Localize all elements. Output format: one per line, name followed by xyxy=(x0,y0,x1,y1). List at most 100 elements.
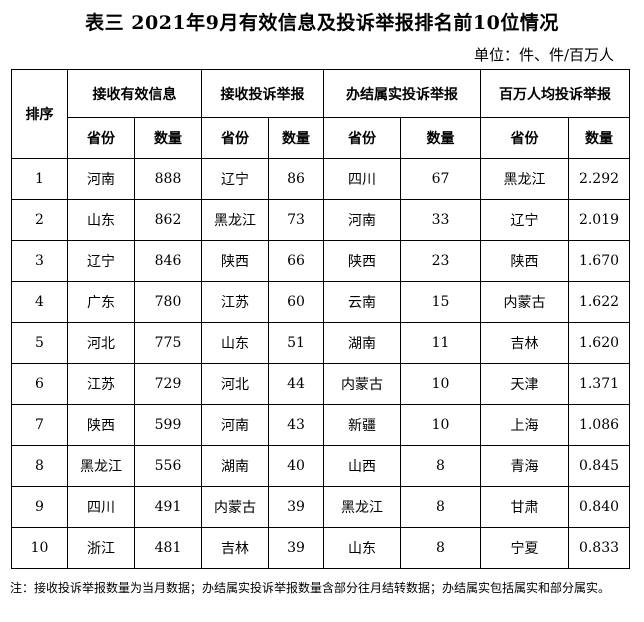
header-group-valid-info: 接收有效信息 xyxy=(67,69,202,118)
province-cell: 河南 xyxy=(323,199,401,241)
province-cell: 浙江 xyxy=(67,527,135,569)
province-cell: 宁夏 xyxy=(480,527,569,569)
rank-cell: 7 xyxy=(11,404,68,446)
count-cell: 2.292 xyxy=(568,158,630,200)
count-cell: 2.019 xyxy=(568,199,630,241)
table-title: 表三 2021年9月有效信息及投诉举报排名前10位情况 xyxy=(85,12,559,34)
province-cell: 陕西 xyxy=(201,240,269,282)
rank-cell: 6 xyxy=(11,363,68,405)
count-cell: 729 xyxy=(134,363,202,405)
count-cell: 862 xyxy=(134,199,202,241)
header-province: 省份 xyxy=(480,117,569,159)
table-row: 9 四川 491 内蒙古 39 黑龙江 8 甘肃 0.840 xyxy=(11,486,630,528)
province-cell: 湖南 xyxy=(201,445,269,487)
province-cell: 江苏 xyxy=(67,363,135,405)
province-cell: 甘肃 xyxy=(480,486,569,528)
count-cell: 23 xyxy=(400,240,481,282)
count-cell: 60 xyxy=(268,281,324,323)
province-cell: 上海 xyxy=(480,404,569,446)
province-cell: 广东 xyxy=(67,281,135,323)
table-row: 6 江苏 729 河北 44 内蒙古 10 天津 1.371 xyxy=(11,363,630,405)
header-count: 数量 xyxy=(400,117,481,159)
count-cell: 556 xyxy=(134,445,202,487)
ranking-table: 排序 接收有效信息 接收投诉举报 办结属实投诉举报 百万人均投诉举报 省份 数量… xyxy=(11,69,630,569)
province-cell: 内蒙古 xyxy=(323,363,401,405)
rank-cell: 9 xyxy=(11,486,68,528)
count-cell: 0.833 xyxy=(568,527,630,569)
count-cell: 73 xyxy=(268,199,324,241)
count-cell: 8 xyxy=(400,445,481,487)
province-cell: 山西 xyxy=(323,445,401,487)
province-cell: 内蒙古 xyxy=(480,281,569,323)
province-cell: 河南 xyxy=(201,404,269,446)
count-cell: 0.845 xyxy=(568,445,630,487)
count-cell: 86 xyxy=(268,158,324,200)
table-row: 8 黑龙江 556 湖南 40 山西 8 青海 0.845 xyxy=(11,445,630,487)
table-row: 5 河北 775 山东 51 湖南 11 吉林 1.620 xyxy=(11,322,630,364)
footnote: 注：接收投诉举报数量为当月数据；办结属实投诉举报数量含部分往月结转数据；办结属实… xyxy=(10,581,611,595)
count-cell: 43 xyxy=(268,404,324,446)
header-group-per-million: 百万人均投诉举报 xyxy=(480,69,630,118)
rank-cell: 4 xyxy=(11,281,68,323)
count-cell: 491 xyxy=(134,486,202,528)
province-cell: 青海 xyxy=(480,445,569,487)
header-count: 数量 xyxy=(268,117,324,159)
count-cell: 1.622 xyxy=(568,281,630,323)
province-cell: 吉林 xyxy=(201,527,269,569)
province-cell: 江苏 xyxy=(201,281,269,323)
province-cell: 新疆 xyxy=(323,404,401,446)
count-cell: 40 xyxy=(268,445,324,487)
count-cell: 888 xyxy=(134,158,202,200)
table-row: 1 河南 888 辽宁 86 四川 67 黑龙江 2.292 xyxy=(11,158,630,200)
count-cell: 51 xyxy=(268,322,324,364)
header-group-complaints: 接收投诉举报 xyxy=(201,69,324,118)
count-cell: 66 xyxy=(268,240,324,282)
province-cell: 黑龙江 xyxy=(67,445,135,487)
province-cell: 内蒙古 xyxy=(201,486,269,528)
count-cell: 44 xyxy=(268,363,324,405)
table-row: 4 广东 780 江苏 60 云南 15 内蒙古 1.622 xyxy=(11,281,630,323)
province-cell: 四川 xyxy=(67,486,135,528)
province-cell: 陕西 xyxy=(323,240,401,282)
header-count: 数量 xyxy=(568,117,630,159)
rank-cell: 3 xyxy=(11,240,68,282)
table-row: 7 陕西 599 河南 43 新疆 10 上海 1.086 xyxy=(11,404,630,446)
province-cell: 山东 xyxy=(67,199,135,241)
rank-cell: 1 xyxy=(11,158,68,200)
province-cell: 陕西 xyxy=(480,240,569,282)
count-cell: 10 xyxy=(400,404,481,446)
count-cell: 599 xyxy=(134,404,202,446)
count-cell: 1.620 xyxy=(568,322,630,364)
province-cell: 云南 xyxy=(323,281,401,323)
count-cell: 0.840 xyxy=(568,486,630,528)
province-cell: 天津 xyxy=(480,363,569,405)
header-rank: 排序 xyxy=(11,69,68,159)
count-cell: 15 xyxy=(400,281,481,323)
count-cell: 1.670 xyxy=(568,240,630,282)
header-province: 省份 xyxy=(323,117,401,159)
province-cell: 黑龙江 xyxy=(323,486,401,528)
count-cell: 10 xyxy=(400,363,481,405)
rank-cell: 8 xyxy=(11,445,68,487)
count-cell: 481 xyxy=(134,527,202,569)
province-cell: 黑龙江 xyxy=(201,199,269,241)
count-cell: 39 xyxy=(268,486,324,528)
province-cell: 河北 xyxy=(67,322,135,364)
table-row: 10 浙江 481 吉林 39 山东 8 宁夏 0.833 xyxy=(11,527,630,569)
count-cell: 775 xyxy=(134,322,202,364)
province-cell: 陕西 xyxy=(67,404,135,446)
count-cell: 11 xyxy=(400,322,481,364)
province-cell: 辽宁 xyxy=(480,199,569,241)
count-cell: 780 xyxy=(134,281,202,323)
count-cell: 67 xyxy=(400,158,481,200)
province-cell: 四川 xyxy=(323,158,401,200)
count-cell: 1.371 xyxy=(568,363,630,405)
province-cell: 黑龙江 xyxy=(480,158,569,200)
province-cell: 山东 xyxy=(201,322,269,364)
header-count: 数量 xyxy=(134,117,202,159)
province-cell: 辽宁 xyxy=(201,158,269,200)
table-row: 2 山东 862 黑龙江 73 河南 33 辽宁 2.019 xyxy=(11,199,630,241)
table-row: 3 辽宁 846 陕西 66 陕西 23 陕西 1.670 xyxy=(11,240,630,282)
province-cell: 吉林 xyxy=(480,322,569,364)
count-cell: 846 xyxy=(134,240,202,282)
